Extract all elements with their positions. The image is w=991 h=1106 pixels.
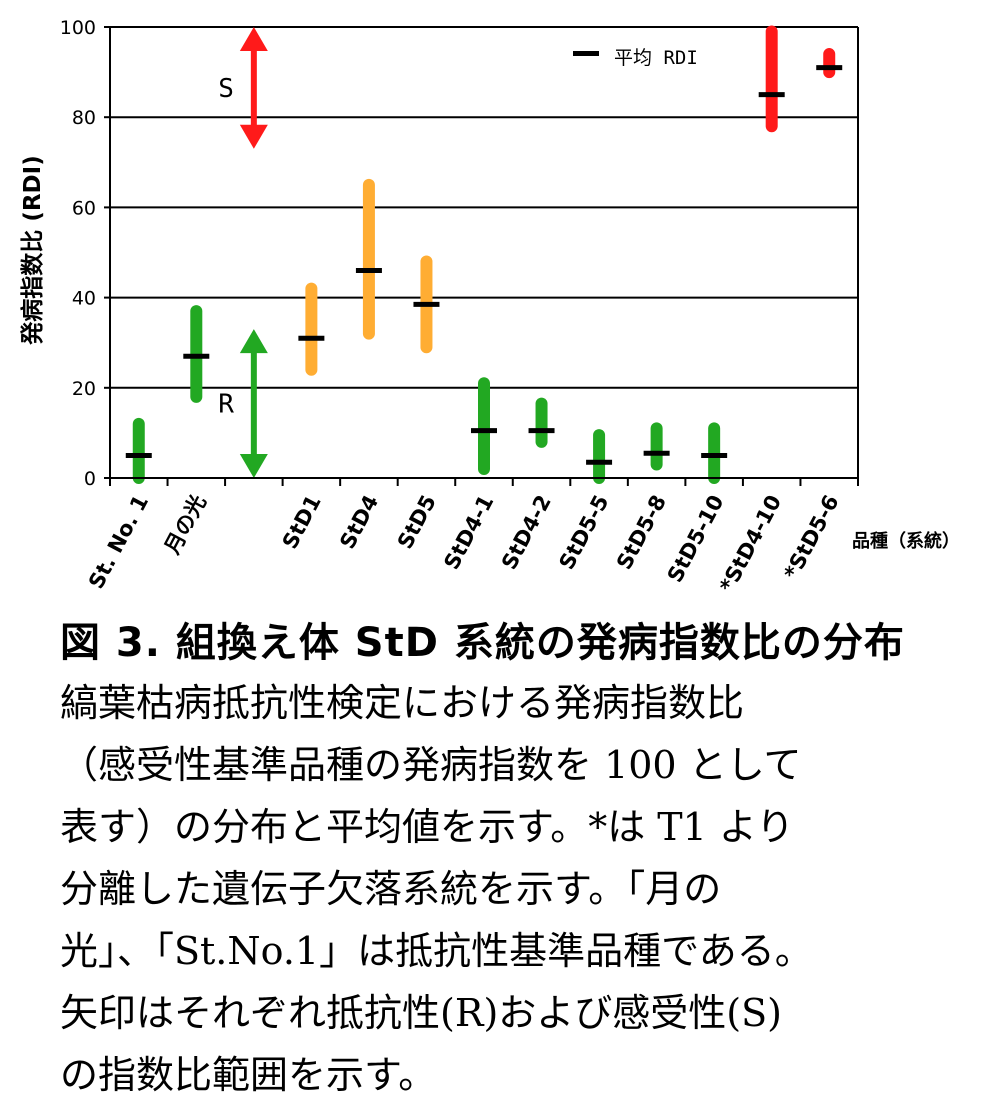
y-tick-label: 100 xyxy=(60,17,96,39)
figure-title: 図 3. 組換え体 StD 系統の発病指数比の分布 xyxy=(60,620,905,666)
grid-lines xyxy=(110,26,858,389)
y-axis-label: 発病指数比 (RDI) xyxy=(19,155,46,345)
description-line: 光」、「St.No.1」は抵抗性基準品種である。 xyxy=(60,929,813,973)
x-axis-label: 品種（系統） xyxy=(852,530,960,552)
range-arrow-head xyxy=(239,27,268,51)
x-tick-label: StD4-2 xyxy=(497,491,556,573)
range-arrow-head xyxy=(239,454,268,478)
y-tick-label: 20 xyxy=(72,378,96,400)
description-line: （感受性基準品種の発病指数を 100 として xyxy=(60,743,802,787)
range-arrow-head xyxy=(239,124,268,149)
x-tick-label: StD4-1 xyxy=(439,491,498,573)
x-tick-label: 月の光 xyxy=(159,491,210,559)
range-arrow-head xyxy=(239,329,268,354)
y-tick-label: 80 xyxy=(72,107,96,129)
x-tick-label: StD4 xyxy=(335,491,383,553)
x-tick-label: StD5 xyxy=(393,491,441,553)
description-line: 矢印はそれぞれ抵抗性(R)および感受性(S) xyxy=(60,991,782,1035)
x-tick-labels: St. No. 1 月の光 StD1 StD4 StD5StD4-1StD4-2StD5… xyxy=(84,491,844,596)
figure-description: 縞葉枯病抵抗性検定における発病指数比 （感受性基準品種の発病指数を 100 として… xyxy=(60,672,960,1106)
legend-label: 平均 RDI xyxy=(614,47,698,69)
x-tick-label: StD5-5 xyxy=(554,491,613,573)
x-tick-label: *StD5-6 xyxy=(779,491,843,583)
range-bars xyxy=(132,25,836,484)
range-arrow-label: S xyxy=(218,74,234,104)
x-tick-label: StD1 xyxy=(278,491,326,553)
description-line: の指数比範囲を示す。 xyxy=(60,1053,437,1097)
description-line: 縞葉枯病抵抗性検定における発病指数比 xyxy=(60,681,745,725)
mean-markers xyxy=(125,65,843,465)
y-tick-labels: 0 20 40 60 80 100 xyxy=(60,17,96,490)
description-line: 表す）の分布と平均値を示す。*は T1 より xyxy=(60,805,795,849)
x-tick-label: StD5-8 xyxy=(612,491,671,573)
x-tick-label: StD5-10 xyxy=(663,491,729,586)
description-line: 分離した遺伝子欠落系統を示す。「月の xyxy=(60,867,722,911)
range-arrow-label: R xyxy=(218,390,234,420)
legend: 平均 RDI xyxy=(573,47,698,69)
y-tick-label: 0 xyxy=(84,468,96,490)
axes xyxy=(104,26,859,486)
y-tick-label: 60 xyxy=(72,197,96,219)
range-arrows: SR xyxy=(218,27,268,478)
y-tick-label: 40 xyxy=(72,288,96,310)
x-tick-label: St. No. 1 xyxy=(84,491,153,593)
legend-mean-marker xyxy=(573,51,599,56)
